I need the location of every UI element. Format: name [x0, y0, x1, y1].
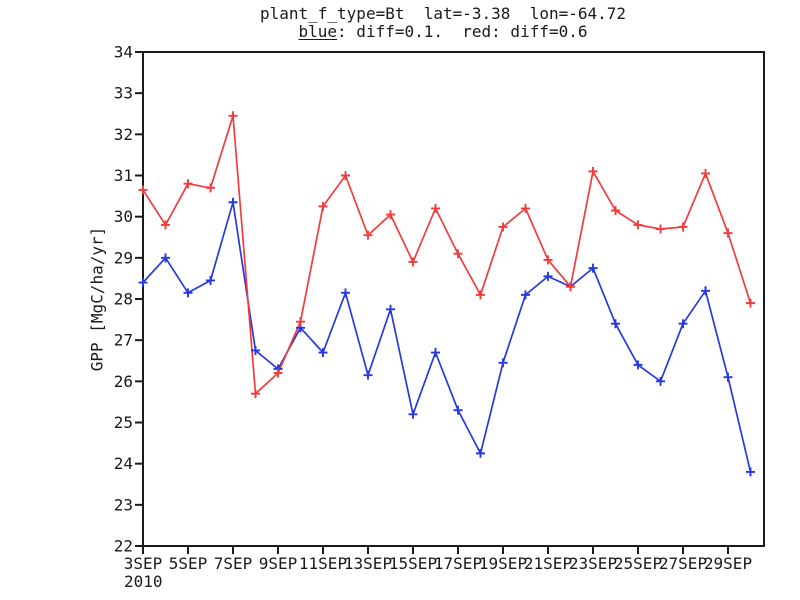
blue-marker: [476, 448, 485, 458]
red-marker: [476, 290, 485, 300]
blue-marker: [138, 278, 148, 288]
chart-subtitle: blue: diff=0.1. red: diff=0.6: [299, 23, 588, 41]
blue-marker: [453, 405, 463, 415]
red-marker: [363, 230, 373, 240]
red-marker: [521, 203, 530, 213]
y-tick-label: 23: [114, 495, 133, 514]
red-marker: [228, 111, 238, 121]
blue-marker: [161, 253, 170, 263]
y-tick-label: 28: [114, 290, 133, 309]
x-tick-label: 11SEP: [299, 554, 347, 573]
red-marker: [723, 228, 733, 238]
x-tick-label: 5SEP: [169, 554, 208, 573]
blue-marker: [408, 409, 418, 419]
red-marker: [296, 317, 305, 327]
y-tick-label: 27: [114, 331, 133, 350]
red-marker: [251, 389, 260, 399]
red-marker: [386, 210, 395, 220]
blue-marker: [251, 345, 260, 355]
red-marker: [746, 298, 755, 308]
x-tick-label: 19SEP: [479, 554, 527, 573]
y-axis-ticks: 22 23 24 25 26 27 28 29 30 31 32 33 34: [114, 43, 143, 556]
y-tick-label: 24: [114, 454, 133, 473]
blue-marker: [498, 358, 508, 368]
blue-marker: [386, 304, 395, 314]
x-tick-label: 29SEP: [704, 554, 752, 573]
blue-series-line: [142, 201, 752, 473]
red-marker: [206, 183, 215, 193]
red-marker: [701, 168, 710, 178]
blue-marker: [363, 370, 373, 380]
blue-marker: [701, 286, 710, 296]
blue-marker: [611, 319, 620, 329]
red-marker: [633, 220, 643, 230]
blue-marker: [206, 275, 215, 285]
red-marker: [498, 222, 508, 232]
blue-marker: [521, 290, 530, 300]
blue-marker: [431, 348, 440, 358]
x-tick-label: 3SEP: [124, 554, 163, 573]
y-tick-label: 33: [114, 84, 133, 103]
red-series-line: [142, 114, 752, 395]
y-tick-label: 30: [114, 207, 133, 226]
red-marker: [161, 220, 170, 230]
red-marker: [431, 203, 440, 213]
x-tick-label: 17SEP: [434, 554, 482, 573]
red-series-markers: [138, 111, 755, 399]
blue-marker: [588, 263, 598, 273]
y-tick-label: 25: [114, 413, 133, 432]
chart-title: plant_f_type=Bt lat=-3.38 lon=-64.72: [259, 4, 627, 23]
blue-marker: [318, 348, 328, 358]
x-tick-label: 9SEP: [259, 554, 298, 573]
red-marker: [678, 222, 688, 232]
x-tick-label: 15SEP: [389, 554, 437, 573]
blue-marker: [746, 467, 755, 477]
x-axis-ticks: 3SEP 5SEP 7SEP 9SEP 11SEP13SEP15SEP17SEP19SE…: [124, 546, 752, 591]
y-tick-label: 34: [114, 43, 133, 62]
x-tick-label: 21SEP: [524, 554, 572, 573]
blue-marker: [228, 197, 238, 207]
y-tick-label: 26: [114, 372, 133, 391]
red-marker: [138, 185, 148, 195]
blue-marker: [341, 288, 350, 298]
blue-series-markers: [138, 197, 755, 477]
red-marker: [588, 166, 598, 176]
red-marker: [183, 179, 193, 189]
red-marker: [656, 224, 665, 234]
red-marker: [341, 171, 350, 180]
red-marker: [453, 249, 463, 259]
x-tick-label: 7SEP: [214, 554, 253, 573]
y-tick-label: 31: [114, 166, 133, 185]
plot-box: [142, 51, 765, 547]
blue-marker: [183, 288, 193, 298]
x-axis-year-label: 2010: [124, 572, 163, 591]
subtitle-blue-word: blue: [298, 22, 338, 41]
x-tick-label: 13SEP: [344, 554, 392, 573]
blue-marker: [678, 319, 688, 329]
x-tick-label: 25SEP: [614, 554, 662, 573]
x-tick-label: 23SEP: [569, 554, 617, 573]
red-marker: [318, 201, 328, 211]
red-marker: [408, 257, 418, 267]
y-tick-label: 22: [114, 537, 133, 556]
red-marker: [566, 282, 575, 292]
blue-marker: [723, 372, 733, 382]
subtitle-rest: : diff=0.1. red: diff=0.6: [337, 22, 588, 41]
blue-marker: [633, 360, 643, 370]
y-tick-label: 29: [114, 248, 133, 267]
red-marker: [543, 255, 553, 265]
red-marker: [611, 205, 620, 215]
red-marker: [273, 368, 283, 378]
blue-marker: [656, 376, 665, 386]
y-tick-label: 32: [114, 125, 133, 144]
x-tick-label: 27SEP: [659, 554, 707, 573]
blue-marker: [543, 271, 553, 281]
